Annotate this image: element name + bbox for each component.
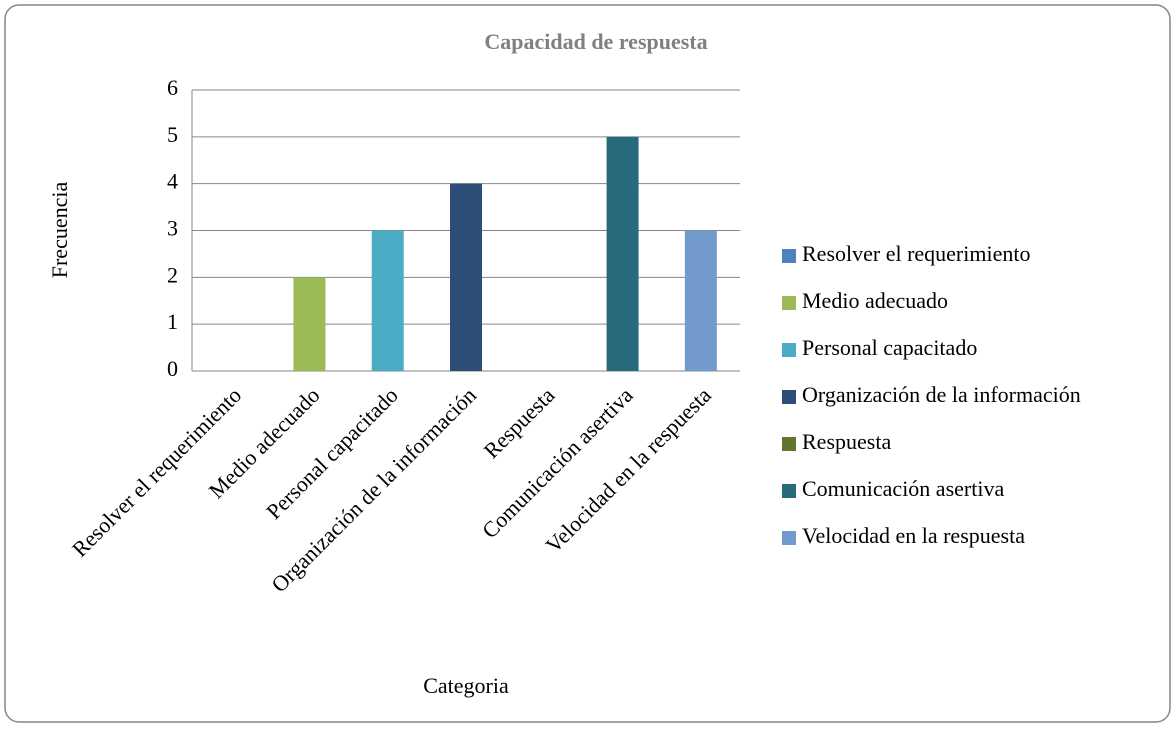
- legend-label: Comunicación asertiva: [802, 476, 1004, 501]
- bar: [293, 277, 326, 371]
- y-tick-label: 3: [167, 216, 178, 241]
- legend-label: Resolver el requerimiento: [802, 241, 1030, 266]
- bar: [450, 183, 482, 371]
- bar: [684, 230, 717, 371]
- legend-swatch: [782, 390, 796, 404]
- legend-swatch: [782, 484, 796, 498]
- y-tick-label: 2: [167, 262, 178, 287]
- legend-swatch: [782, 437, 796, 451]
- legend-label: Organización de la información: [802, 382, 1081, 407]
- legend-swatch: [782, 249, 796, 263]
- legend-label: Personal capacitado: [802, 335, 977, 360]
- legend-swatch: [782, 343, 796, 357]
- y-tick-label: 5: [167, 122, 178, 147]
- bar: [606, 136, 639, 371]
- legend-label: Respuesta: [802, 429, 891, 454]
- bar: [371, 230, 404, 371]
- x-axis-label: Categoria: [423, 673, 509, 698]
- legend-swatch: [782, 296, 796, 310]
- y-axis-label: Frecuencia: [47, 182, 72, 279]
- legend-label: Medio adecuado: [802, 288, 948, 313]
- y-tick-label: 0: [167, 356, 178, 381]
- legend-swatch: [782, 531, 796, 545]
- y-tick-label: 6: [167, 75, 178, 100]
- y-tick-label: 4: [167, 169, 178, 194]
- chart-frame: [4, 4, 1171, 723]
- y-tick-label: 1: [167, 309, 178, 334]
- legend-label: Velocidad en la respuesta: [802, 523, 1025, 548]
- chart-title: Capacidad de respuesta: [484, 29, 707, 54]
